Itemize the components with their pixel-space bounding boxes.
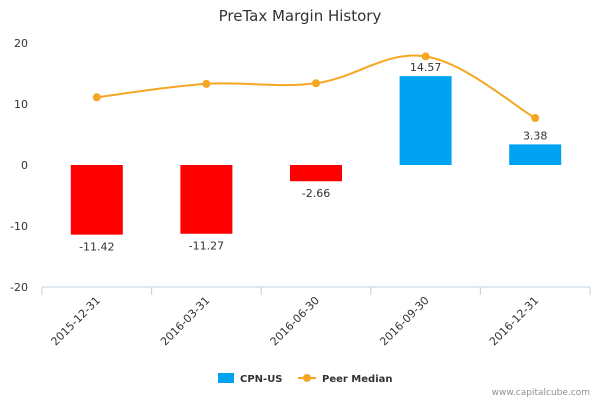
y-tick-label: 0 (21, 159, 28, 172)
x-axis: 2015-12-31 2016-03-31 2016-06-30 2016-09-30… (41, 286, 591, 348)
y-tick-label: -10 (10, 220, 28, 233)
legend-label: CPN-US (240, 374, 283, 385)
data-label: -2.66 (302, 187, 330, 200)
x-tick-label: 2016-09-30 (377, 294, 431, 348)
line-point (421, 52, 430, 61)
legend: CPN-US Peer Median (218, 373, 393, 385)
bar (290, 165, 342, 182)
data-label: -11.42 (79, 241, 114, 254)
x-tick-label: 2016-12-31 (487, 294, 541, 348)
line-series (92, 52, 540, 123)
line-point (92, 93, 101, 102)
line-point (312, 79, 320, 88)
data-label: 14.57 (410, 61, 442, 74)
chart-title: PreTax Margin History (219, 7, 382, 25)
bar (70, 165, 123, 235)
data-label: -11.27 (189, 240, 224, 253)
data-labels: -11.42 -11.27 -2.66 14.57 3.38 (79, 61, 547, 254)
data-label: 3.38 (523, 129, 548, 142)
legend-swatch-marker (303, 374, 311, 382)
legend-swatch-bar (218, 373, 234, 383)
bar (399, 76, 452, 165)
bar (180, 165, 233, 234)
line-point (202, 79, 211, 88)
x-tick-label: 2016-03-31 (158, 294, 212, 348)
bar-series (70, 76, 562, 235)
legend-label: Peer Median (322, 374, 393, 385)
y-tick-label: 10 (14, 98, 28, 111)
y-tick-label: 20 (14, 37, 28, 50)
x-tick-label: 2015-12-31 (49, 294, 103, 348)
credit-text: www.capitalcube.com (492, 388, 590, 398)
x-tick-label: 2016-06-30 (268, 294, 322, 348)
y-tick-label: -20 (10, 281, 28, 294)
bar (509, 144, 562, 165)
y-axis: -20 -10 0 10 20 (10, 37, 28, 294)
line-point (531, 114, 540, 123)
